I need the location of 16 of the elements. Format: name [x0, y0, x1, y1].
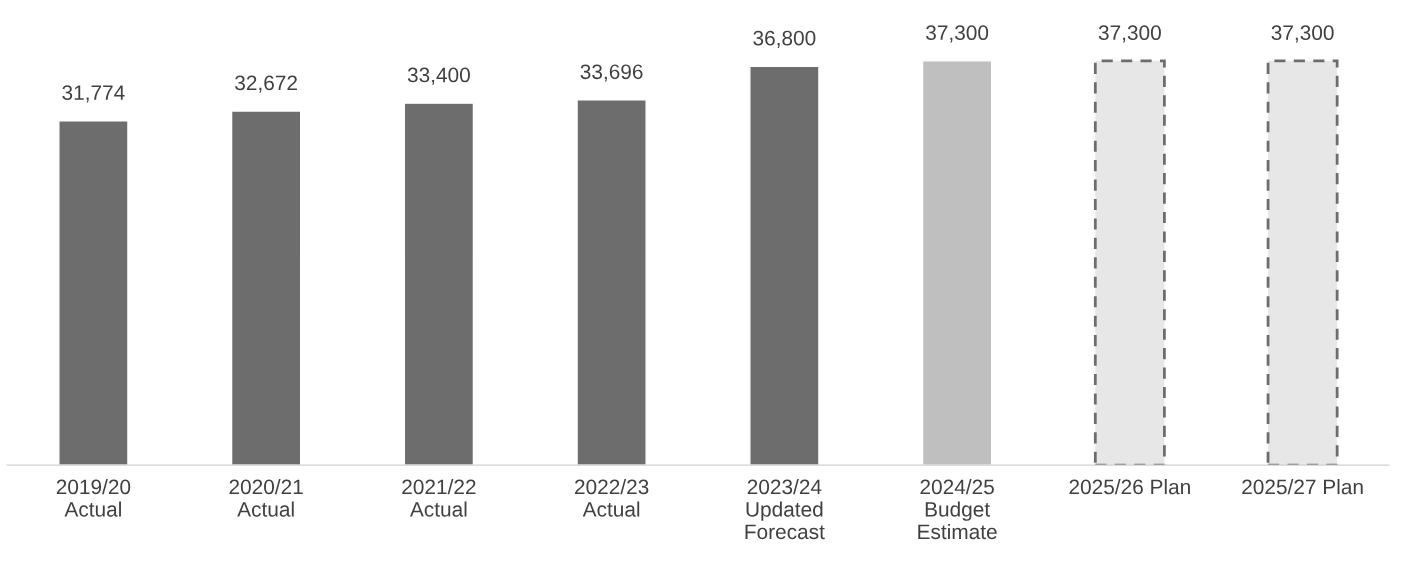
- data-label: 37,300: [926, 25, 989, 43]
- data-label: 31,774: [62, 85, 125, 103]
- x-tick-label: 2025/26 Plan: [1069, 479, 1190, 495]
- data-label: 37,300: [1271, 25, 1334, 43]
- x-tick-label: 2023/24 Updated Forecast: [745, 479, 825, 540]
- x-tick-label: 2025/27 Plan: [1242, 479, 1363, 495]
- x-tick-label: 2020/21 Actual: [229, 479, 303, 517]
- data-label: 37,300: [1098, 25, 1161, 43]
- x-tick-label: 2019/20 Actual: [56, 479, 131, 517]
- x-tick-label: 2022/23 Actual: [575, 479, 649, 517]
- data-label: 36,800: [753, 30, 816, 48]
- data-label: 33,400: [407, 67, 470, 85]
- data-label: 33,696: [580, 64, 643, 82]
- data-label: 32,672: [235, 75, 297, 93]
- x-tick-label: 2021/22 Actual: [402, 479, 476, 517]
- x-tick-label: 2024/25 Budget Estimate: [918, 479, 997, 540]
